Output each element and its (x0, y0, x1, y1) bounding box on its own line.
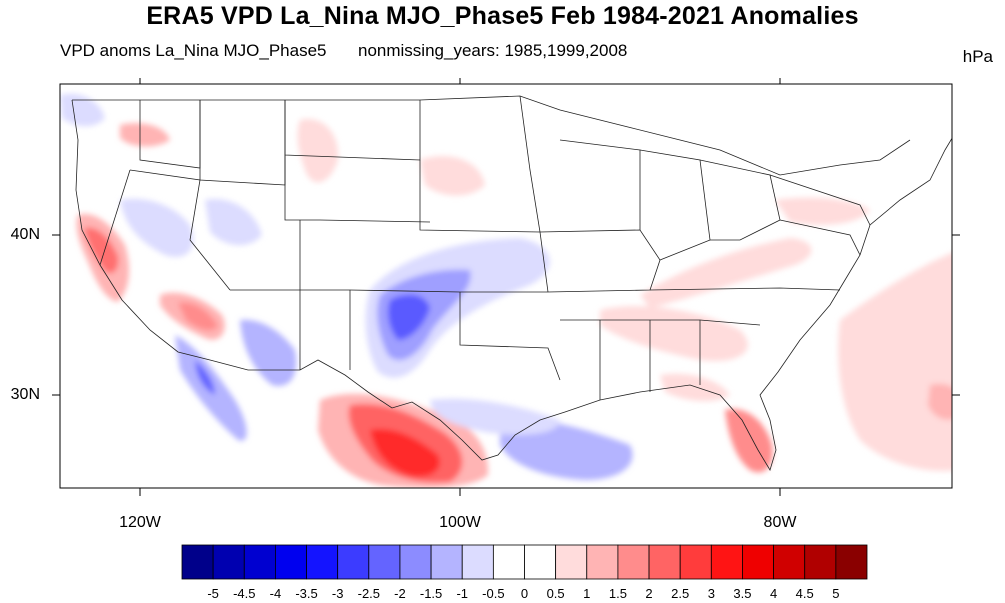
colorbar-swatch (181, 544, 214, 580)
lon-label-100w: 100W (439, 514, 481, 531)
anomaly-baja-core (195, 360, 215, 395)
us-outline (71, 99, 952, 471)
colorbar-tick-label: -0.5 (482, 586, 505, 601)
colorbar-swatch (275, 544, 307, 580)
subtitle-center: nonmissing_years: 1985,1999,2008 (358, 41, 628, 60)
colorbar-swatch (617, 544, 650, 580)
anomaly-southern-plains-core (388, 294, 430, 340)
anomaly-rockies (205, 199, 262, 246)
anomaly-florida (725, 409, 773, 473)
colorbar-swatch (368, 544, 401, 580)
axis-ticks (52, 78, 960, 496)
anomaly-great-basin (120, 198, 194, 257)
colorbar-tick-label: -3.5 (295, 586, 318, 601)
anomaly-atlantic (838, 252, 952, 471)
colorbar-tick-label: 5 (832, 586, 840, 601)
anomaly-pacific-nw (60, 93, 105, 127)
anomaly-northeast (775, 197, 870, 225)
colorbar-swatch (804, 544, 837, 580)
anomaly-gulf-blue2 (430, 398, 560, 435)
anomaly-california-core (84, 227, 119, 274)
colorbar-tick-label: 4 (769, 586, 778, 601)
anomaly-plains-north (420, 156, 485, 196)
colorbar-swatch (492, 544, 525, 580)
colorbar-tick-label: -5 (207, 586, 219, 601)
state-boundaries (71, 95, 952, 471)
colorbar-swatch (243, 544, 276, 580)
colorbar (181, 544, 868, 580)
colorbar-swatch (679, 544, 712, 580)
map-frame (59, 83, 953, 489)
colorbar-tick-label: 0.5 (546, 586, 565, 601)
anomaly-nevada-core (178, 302, 218, 331)
anomaly-nw (120, 123, 170, 147)
anomaly-texas-core2 (370, 429, 440, 477)
anomaly-nw2 (297, 119, 339, 183)
colorbar-swatch (648, 544, 681, 580)
subtitle-left: VPD anoms La_Nina MJO_Phase5 (60, 41, 327, 60)
colorbar-swatch (337, 544, 370, 580)
anomaly-gulf-central (660, 373, 730, 402)
canada-border (72, 95, 911, 176)
lat-label-40n: 40N (10, 226, 40, 243)
colorbar-swatch (742, 544, 774, 580)
colorbar-swatch (430, 544, 463, 580)
lon-label-80w: 80W (763, 514, 797, 531)
anomaly-gulf-blue (500, 419, 633, 480)
colorbar-swatch (306, 544, 339, 580)
colorbar-swatch (773, 544, 806, 580)
lat-label-30n: 30N (10, 386, 40, 403)
colorbar-tick-label: 3 (707, 586, 715, 601)
colorbar-tick-label: 0 (520, 586, 529, 601)
colorbar-tick-label: -1.5 (419, 586, 443, 601)
colorbar-swatch (555, 544, 588, 580)
colorbar-tick-label: 1.5 (608, 586, 627, 601)
colorbar-tick-label: 1 (583, 586, 591, 601)
colorbar-swatch (835, 544, 868, 580)
colorbar-tick-label: 2 (645, 586, 653, 601)
anomaly-field (60, 93, 952, 488)
colorbar-tick-label: 3.5 (733, 586, 752, 601)
colorbar-tick-label: -3 (331, 586, 344, 601)
lon-label-120w: 120W (119, 514, 161, 531)
anomaly-atlantic-core (928, 383, 952, 420)
colorbar-tick-label: 4.5 (795, 586, 814, 601)
colorbar-tick-label: -4.5 (233, 586, 256, 601)
colorbar-swatch (710, 544, 743, 580)
anomaly-arizona (240, 319, 297, 386)
anomaly-gulf-east (600, 306, 748, 361)
units-label: hPa (962, 47, 993, 66)
colorbar-tick-label: -2.5 (357, 586, 381, 601)
colorbar-tick-label: -1 (456, 586, 468, 601)
colorbar-swatch (212, 544, 245, 580)
colorbar-swatch (461, 544, 494, 580)
map-title: ERA5 VPD La_Nina MJO_Phase5 Feb 1984-202… (146, 2, 859, 30)
colorbar-swatch (586, 544, 619, 580)
colorbar-tick-label: -4 (269, 586, 282, 601)
colorbar-tick-label: 2.5 (671, 586, 690, 601)
colorbar-swatch (399, 544, 432, 580)
colorbar-swatch (524, 544, 557, 580)
colorbar-tick-label: -2 (394, 586, 406, 601)
anomaly-appalachia (640, 238, 812, 308)
